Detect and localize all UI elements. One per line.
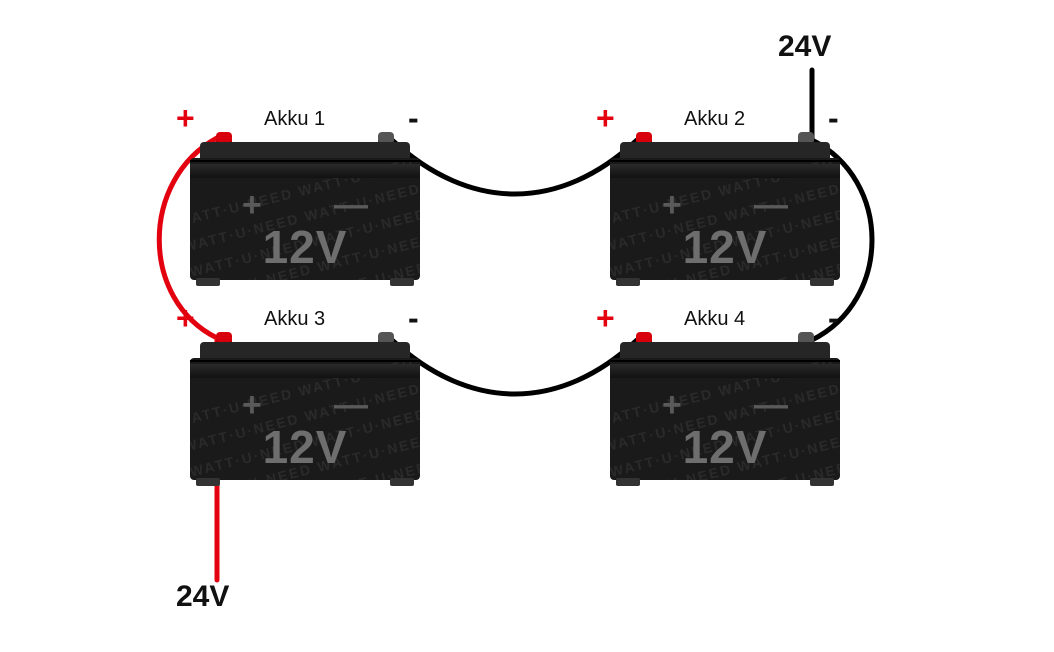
battery-foot xyxy=(810,478,834,486)
battery-ridge xyxy=(610,164,840,178)
battery-3: WATT·U·NEED WATT·U·NEEDWATT·U·NEED WATT·… xyxy=(190,330,420,480)
wire-neg-akku3-to-pos-akku4 xyxy=(392,340,637,394)
minus-sign-1: - xyxy=(408,100,419,137)
battery-voltage-text: 12V xyxy=(610,420,840,474)
battery-ridge xyxy=(190,364,420,378)
battery-lid-line xyxy=(610,160,840,162)
battery-1: WATT·U·NEED WATT·U·NEEDWATT·U·NEED WATT·… xyxy=(190,130,420,280)
diagram-stage: 24V 24V WATT·U·NEED WATT·U·NEEDWATT·U·NE… xyxy=(0,0,1054,652)
battery-4: WATT·U·NEED WATT·U·NEEDWATT·U·NEED WATT·… xyxy=(610,330,840,480)
battery-ridge xyxy=(190,164,420,178)
battery-voltage-text: 12V xyxy=(190,220,420,274)
plus-sign-4: + xyxy=(596,300,615,337)
output-bottom-24v: 24V xyxy=(176,580,229,614)
minus-sign-4: - xyxy=(828,300,839,337)
battery-lid-line xyxy=(190,160,420,162)
battery-foot xyxy=(616,278,640,286)
battery-foot xyxy=(196,278,220,286)
battery-ridge xyxy=(610,364,840,378)
plus-sign-2: + xyxy=(596,100,615,137)
battery-label-4: Akku 4 xyxy=(684,308,745,331)
battery-lid-line xyxy=(190,360,420,362)
battery-label-1: Akku 1 xyxy=(264,108,325,131)
plus-sign-3: + xyxy=(176,300,195,337)
battery-2: WATT·U·NEED WATT·U·NEEDWATT·U·NEED WATT·… xyxy=(610,130,840,280)
wire-neg-akku1-to-pos-akku2 xyxy=(392,140,637,194)
output-top-24v: 24V xyxy=(778,30,831,64)
battery-label-3: Akku 3 xyxy=(264,308,325,331)
battery-voltage-text: 12V xyxy=(610,220,840,274)
battery-label-2: Akku 2 xyxy=(684,108,745,131)
wires-layer xyxy=(0,0,1054,652)
battery-foot xyxy=(810,278,834,286)
battery-foot xyxy=(616,478,640,486)
battery-foot xyxy=(196,478,220,486)
battery-foot xyxy=(390,478,414,486)
minus-sign-2: - xyxy=(828,100,839,137)
battery-foot xyxy=(390,278,414,286)
minus-sign-3: - xyxy=(408,300,419,337)
plus-sign-1: + xyxy=(176,100,195,137)
battery-voltage-text: 12V xyxy=(190,420,420,474)
battery-lid-line xyxy=(610,360,840,362)
